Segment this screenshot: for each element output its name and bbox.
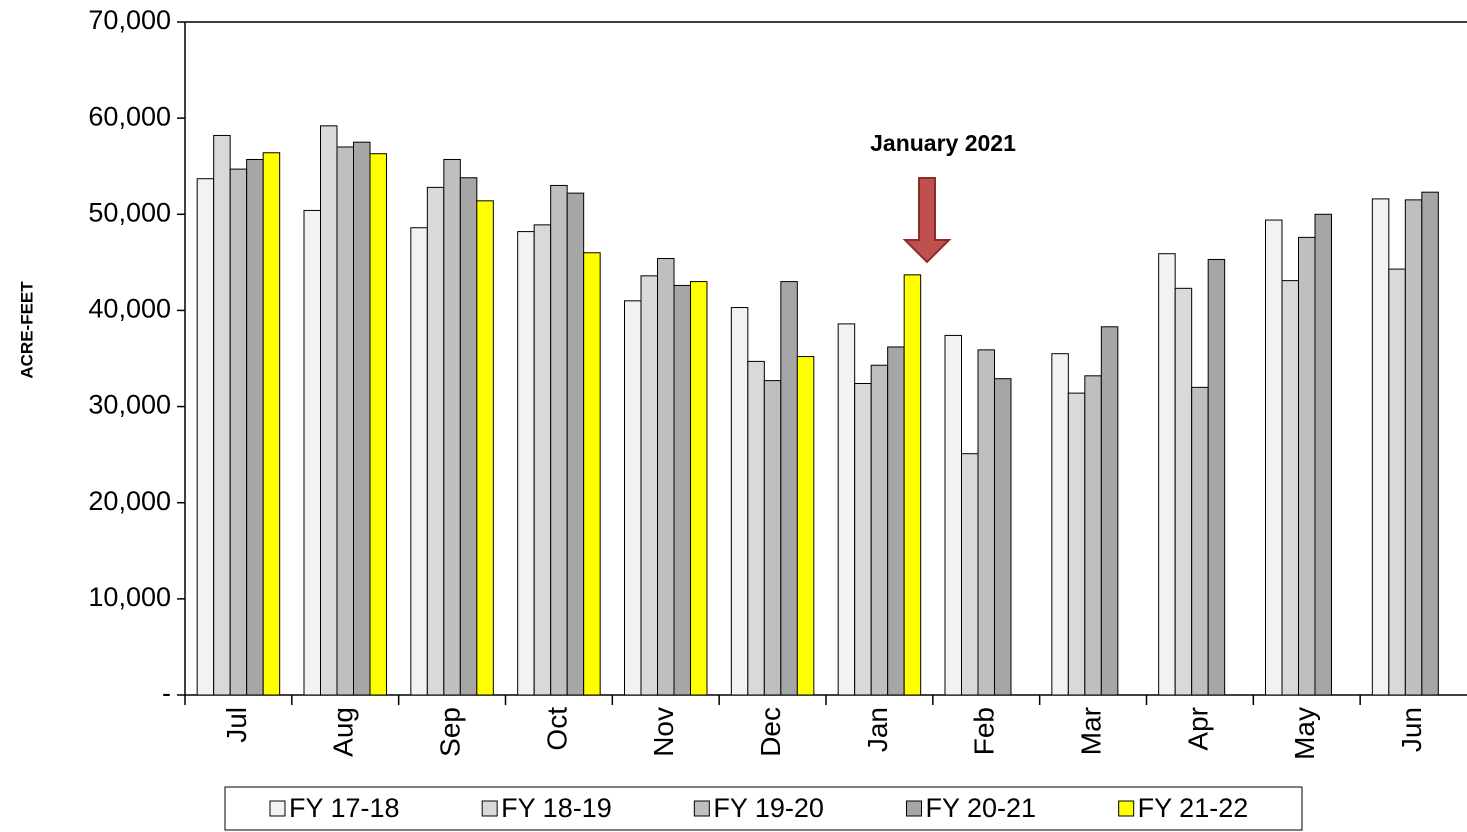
bar — [1314, 213, 1332, 696]
bar — [1191, 386, 1209, 696]
bar — [977, 349, 995, 696]
x-tick-label: Feb — [969, 707, 1000, 755]
bar — [533, 224, 552, 696]
bar — [213, 134, 231, 696]
bar — [246, 158, 264, 696]
bar — [443, 158, 461, 696]
bar — [229, 168, 248, 696]
x-tick-label: Nov — [648, 707, 679, 757]
bar — [1051, 353, 1069, 696]
bar — [1067, 392, 1086, 696]
bar — [796, 356, 815, 696]
x-tick-label: Jun — [1396, 707, 1427, 752]
bar — [1174, 287, 1193, 696]
bar — [780, 281, 798, 696]
bar — [566, 192, 585, 696]
x-tick-label: Mar — [1075, 707, 1106, 755]
x-tick-label: Sep — [434, 707, 465, 757]
bar — [763, 380, 782, 696]
legend-swatch — [693, 800, 710, 817]
bar — [624, 300, 642, 696]
arrow — [902, 177, 952, 264]
legend-swatch — [269, 800, 286, 817]
bar — [550, 184, 568, 696]
bar — [1281, 280, 1299, 696]
y-tick-label: 40,000 — [88, 294, 171, 324]
y-tick-label: 60,000 — [88, 101, 171, 131]
bar — [320, 125, 338, 696]
bar — [1100, 326, 1119, 696]
y-tick-label: 10,000 — [88, 582, 171, 612]
bar — [1084, 375, 1102, 696]
bar — [262, 152, 281, 696]
legend-label: FY 19-20 — [713, 793, 824, 823]
y-tick-label: 30,000 — [88, 390, 171, 420]
x-tick-label: Jan — [862, 707, 893, 752]
bar — [887, 346, 905, 696]
bar — [303, 209, 321, 696]
bar — [640, 275, 658, 696]
bar — [747, 360, 765, 696]
bar — [426, 186, 445, 696]
bar — [410, 227, 428, 696]
bar — [903, 274, 922, 696]
bar — [1371, 198, 1390, 696]
x-tick-label: Aug — [328, 707, 359, 757]
bar — [1265, 219, 1283, 696]
bar — [854, 382, 872, 696]
legend-label: FY 21-22 — [1138, 793, 1249, 823]
bar — [1388, 268, 1406, 696]
bar — [517, 231, 535, 696]
bar — [690, 281, 708, 696]
x-tick-label: May — [1289, 707, 1320, 760]
bar — [944, 334, 962, 696]
bar — [730, 307, 749, 696]
bar — [837, 323, 856, 696]
bar — [353, 141, 371, 696]
y-tick-label: 20,000 — [88, 486, 171, 516]
bar — [476, 200, 494, 696]
legend-swatch — [906, 800, 923, 817]
annotation: January 2021 — [870, 130, 1016, 156]
x-tick-label: Oct — [541, 707, 572, 751]
legend-label: FY 20-21 — [926, 793, 1037, 823]
bar — [870, 364, 889, 696]
bar — [1421, 191, 1439, 696]
bar — [1404, 199, 1423, 696]
legend-swatch — [481, 800, 498, 817]
bar — [196, 178, 215, 696]
y-tick-label: - — [162, 678, 171, 708]
bar — [961, 453, 979, 696]
legend-label: FY 17-18 — [289, 793, 400, 823]
annotation-arrow — [902, 177, 952, 264]
y-tick-label: 50,000 — [88, 197, 171, 227]
bar — [369, 153, 387, 696]
y-axis-label: ACRE-FEET — [17, 281, 36, 379]
bar — [1158, 253, 1176, 696]
bar — [336, 146, 354, 696]
x-tick-label: Jul — [221, 707, 252, 743]
legend-swatch — [1118, 800, 1135, 817]
bar — [673, 284, 691, 696]
bar — [994, 378, 1012, 696]
bar — [583, 252, 601, 696]
x-tick-label: Apr — [1182, 707, 1213, 751]
bar — [1298, 236, 1316, 696]
bar — [1207, 258, 1226, 696]
x-tick-label: Dec — [755, 707, 786, 757]
bar — [459, 177, 478, 696]
y-tick-label: 70,000 — [88, 5, 171, 35]
legend-label: FY 18-19 — [501, 793, 612, 823]
bar — [657, 258, 675, 696]
